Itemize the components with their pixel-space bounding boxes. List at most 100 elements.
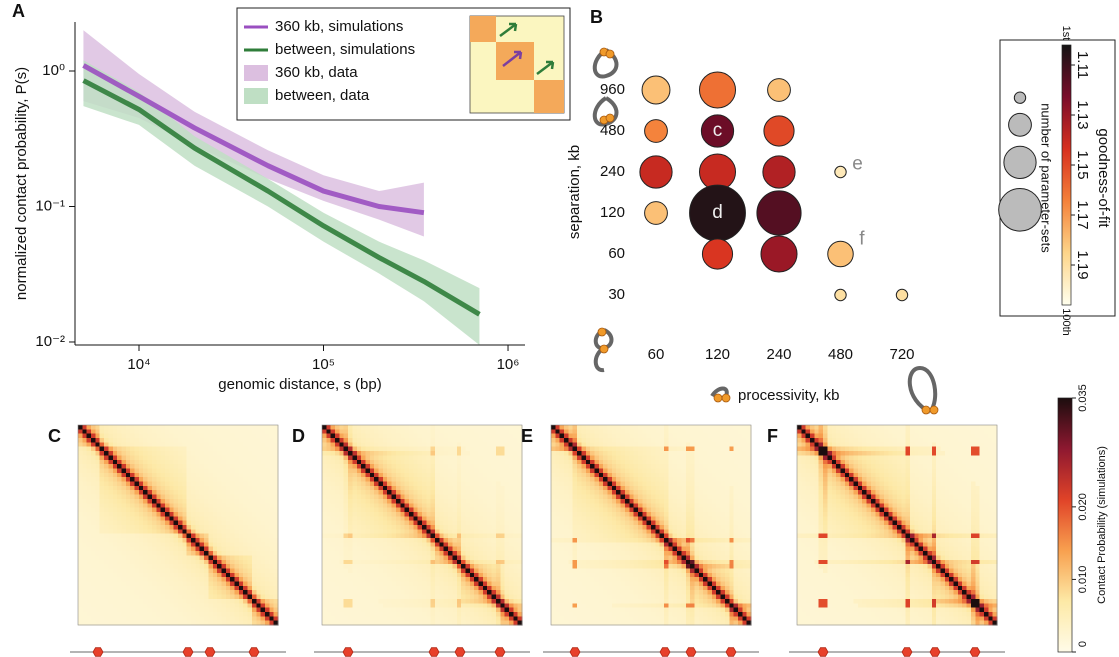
heatmap-cell	[348, 568, 353, 574]
heatmap-cell	[269, 429, 275, 435]
heatmap-cell	[322, 538, 327, 543]
heatmap-cell	[343, 529, 349, 535]
size-legend-circle	[1008, 112, 1032, 137]
heatmap-cell	[343, 603, 349, 609]
heatmap-cell	[482, 559, 488, 565]
heatmap-cell	[134, 438, 140, 443]
heatmap-cell	[374, 555, 379, 561]
heatmap-cell	[690, 425, 695, 430]
heatmap-cell	[729, 455, 735, 461]
heatmap-cell	[182, 494, 188, 500]
heatmap-cell	[651, 442, 656, 448]
heatmap-cell	[491, 464, 497, 469]
heatmap-cell	[173, 568, 179, 574]
heatmap-cell	[108, 451, 114, 456]
heatmap-cell	[568, 451, 574, 456]
heatmap-cell	[243, 620, 248, 626]
heatmap-cell	[125, 529, 131, 535]
heatmap-cell	[685, 459, 691, 465]
heatmap-cell	[138, 611, 144, 617]
heatmap-cell	[99, 529, 105, 535]
heatmap-cell	[208, 585, 214, 591]
heatmap-cell	[495, 485, 501, 491]
heatmap-cell	[500, 429, 506, 435]
heatmap-cell	[642, 425, 648, 430]
heatmap-cell	[147, 507, 153, 513]
heatmap-cell	[138, 425, 144, 430]
heatmap-cell	[269, 442, 275, 448]
heatmap-cell	[430, 520, 436, 526]
heatmap-cell	[559, 442, 565, 448]
heatmap-cell	[430, 598, 436, 604]
heatmap-cell	[737, 459, 743, 465]
heatmap-cell	[694, 477, 700, 482]
heatmap-cell	[737, 455, 743, 461]
heatmap-cell	[435, 607, 440, 613]
heatmap-cell	[469, 551, 475, 556]
heatmap-cell	[343, 494, 349, 500]
heatmap-cell	[335, 594, 340, 600]
heatmap-cell	[426, 538, 432, 543]
heatmap-cell	[134, 611, 140, 617]
heatmap-cell	[456, 538, 462, 543]
heatmap-cell	[99, 546, 105, 552]
heatmap-cell	[395, 577, 401, 582]
heatmap-cell	[243, 459, 248, 465]
heatmap-cell	[413, 616, 419, 622]
heatmap-cell	[112, 546, 118, 552]
heatmap-cell	[448, 585, 453, 591]
heatmap-cell	[408, 433, 414, 439]
heatmap-cell	[217, 598, 222, 604]
heatmap-cell	[130, 555, 135, 561]
heatmap-cell	[422, 507, 427, 513]
heatmap-cell	[382, 581, 388, 587]
heatmap-cell	[195, 559, 201, 565]
heatmap-cell	[86, 594, 92, 600]
heatmap-cell	[422, 572, 427, 578]
heatmap-cell	[156, 520, 162, 526]
heatmap-cell	[238, 455, 244, 461]
heatmap-cell	[121, 511, 127, 517]
heatmap-cell	[160, 555, 166, 561]
heatmap-cell	[86, 425, 92, 430]
heatmap-cell	[330, 498, 336, 504]
heatmap-cell	[234, 459, 240, 465]
heatmap-cell	[339, 611, 345, 617]
heatmap-cell	[426, 498, 432, 504]
heatmap-cell	[487, 542, 492, 548]
heatmap-cell	[99, 438, 105, 443]
heatmap-cell	[456, 581, 462, 587]
heatmap-cell	[225, 516, 231, 522]
heatmap-cell	[156, 477, 162, 482]
heatmap-cell	[456, 490, 462, 495]
heatmap-cell	[335, 429, 340, 435]
heatmap-cell	[164, 590, 170, 595]
heatmap-cell	[117, 477, 122, 482]
heatmap-cell	[117, 485, 122, 491]
x-tick-label: 10⁵	[312, 356, 335, 373]
heatmap-cell	[382, 525, 388, 530]
heatmap-cell	[443, 442, 449, 448]
heatmap-cell	[461, 607, 466, 613]
heatmap-cell	[439, 616, 445, 622]
heatmap-cell	[408, 607, 414, 613]
heatmap-cell	[256, 542, 262, 548]
heatmap-cell	[374, 533, 379, 539]
heatmap-cell	[469, 529, 475, 535]
heatmap-cell	[374, 468, 379, 474]
heatmap-cell	[339, 585, 345, 591]
heatmap-cell	[322, 611, 327, 617]
heatmap-cell	[508, 464, 514, 469]
heatmap-cell	[716, 438, 721, 443]
heatmap-cell	[694, 464, 700, 469]
heatmap-cell	[86, 459, 92, 465]
heatmap-cell	[729, 446, 735, 452]
heatmap-cell	[487, 464, 492, 469]
heatmap-cell	[339, 620, 345, 626]
heatmap-cell	[504, 498, 510, 504]
heatmap-cell	[664, 472, 669, 478]
heatmap-cell	[430, 620, 436, 626]
heatmap-cell	[439, 611, 445, 617]
heatmap-cell	[555, 442, 561, 448]
heatmap-cell	[173, 577, 179, 582]
